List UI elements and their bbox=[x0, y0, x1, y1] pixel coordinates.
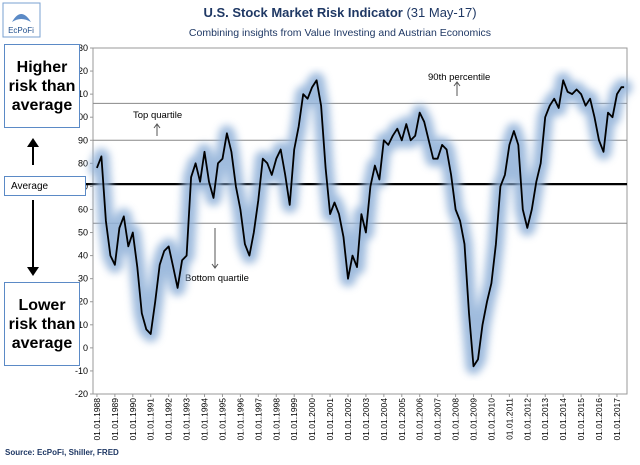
x-tick-label: 01.01.1991 bbox=[146, 398, 156, 441]
x-tick-label: 01.01.1998 bbox=[271, 398, 281, 441]
logo-icon bbox=[12, 14, 31, 22]
y-tick-label: 130 bbox=[73, 43, 88, 53]
source: Source: EcPoFi, Shiller, FRED bbox=[5, 448, 119, 457]
reference-label: Bottom quartile bbox=[185, 273, 249, 284]
chart-subtitle: Combining insights from Value Investing … bbox=[189, 27, 491, 39]
y-tick-label: 110 bbox=[74, 89, 88, 99]
x-tick-label: 01.01.1992 bbox=[164, 398, 174, 441]
x-tick-label: 01.01.2011 bbox=[504, 398, 514, 440]
x-tick-label: 01.01.1988 bbox=[92, 398, 102, 441]
y-tick-label: 80 bbox=[78, 158, 88, 168]
title-date: (31 May-17) bbox=[406, 5, 476, 20]
annotation-arrowhead bbox=[211, 263, 219, 269]
x-tick-label: 01.01.1990 bbox=[128, 398, 138, 441]
y-tick-label: 30 bbox=[78, 274, 88, 284]
y-tick-label: -20 bbox=[75, 389, 88, 399]
x-tick-label: 01.01.2007 bbox=[433, 398, 443, 441]
x-tick-label: 01.01.2000 bbox=[307, 398, 317, 441]
lower-risk-box: Lower risk than average bbox=[4, 282, 80, 366]
y-tick-label: 100 bbox=[73, 112, 88, 122]
y-tick-label: 60 bbox=[78, 204, 88, 214]
y-tick-label: 120 bbox=[73, 66, 88, 76]
chart-title: U.S. Stock Market Risk Indicator (31 May… bbox=[203, 5, 476, 20]
x-tick-label: 01.01.1996 bbox=[235, 398, 245, 441]
arrow-down-head bbox=[27, 267, 39, 276]
y-tick-label: 20 bbox=[78, 297, 88, 307]
x-tick-label: 01.01.2013 bbox=[540, 398, 550, 441]
x-tick-label: 01.01.2017 bbox=[612, 398, 622, 441]
x-tick-label: 01.01.1997 bbox=[253, 398, 263, 441]
x-tick-label: 01.01.2003 bbox=[361, 398, 371, 441]
x-tick-label: 01.01.2016 bbox=[594, 398, 604, 441]
annotation-arrowhead bbox=[453, 81, 461, 87]
x-tick-label: 01.01.2010 bbox=[486, 398, 496, 441]
x-tick-label: 01.01.2012 bbox=[522, 398, 532, 441]
y-tick-label: -10 bbox=[75, 366, 88, 376]
x-tick-label: 01.01.1999 bbox=[289, 398, 299, 441]
x-tick-label: 01.01.1989 bbox=[110, 398, 120, 441]
title-main: U.S. Stock Market Risk Indicator bbox=[203, 5, 402, 20]
y-tick-label: 40 bbox=[78, 251, 88, 261]
x-tick-label: 01.01.1993 bbox=[182, 398, 192, 441]
logo-text: EcPoFi bbox=[8, 26, 34, 35]
y-tick-label: 10 bbox=[78, 320, 88, 330]
x-tick-label: 01.01.2015 bbox=[576, 398, 586, 441]
y-tick-label: 0 bbox=[83, 343, 88, 353]
x-tick-label: 01.01.2001 bbox=[325, 398, 335, 441]
plot-frame bbox=[92, 47, 628, 395]
x-tick-label: 01.01.2008 bbox=[451, 398, 461, 441]
annotation-arrowhead bbox=[153, 123, 161, 129]
x-tick-label: 01.01.1994 bbox=[200, 398, 210, 441]
reference-label: Top quartile bbox=[133, 110, 182, 121]
x-tick-label: 01.01.2009 bbox=[469, 398, 479, 441]
higher-risk-box: Higher risk than average bbox=[4, 44, 80, 128]
arrow-up-head bbox=[27, 138, 39, 147]
series-line bbox=[96, 79, 625, 368]
x-tick-label: 01.01.2002 bbox=[343, 398, 353, 441]
x-tick-label: 01.01.2006 bbox=[415, 398, 425, 441]
x-tick-label: 01.01.2005 bbox=[397, 398, 407, 441]
x-tick-label: 01.01.2014 bbox=[558, 398, 568, 441]
x-tick-label: 01.01.1995 bbox=[217, 398, 227, 441]
average-box: Average bbox=[4, 176, 86, 196]
y-tick-label: 50 bbox=[78, 228, 88, 238]
x-tick-label: 01.01.2004 bbox=[379, 398, 389, 441]
reference-label: 90th percentile bbox=[428, 72, 490, 83]
y-tick-label: 90 bbox=[78, 135, 88, 145]
logo-box bbox=[2, 2, 41, 38]
